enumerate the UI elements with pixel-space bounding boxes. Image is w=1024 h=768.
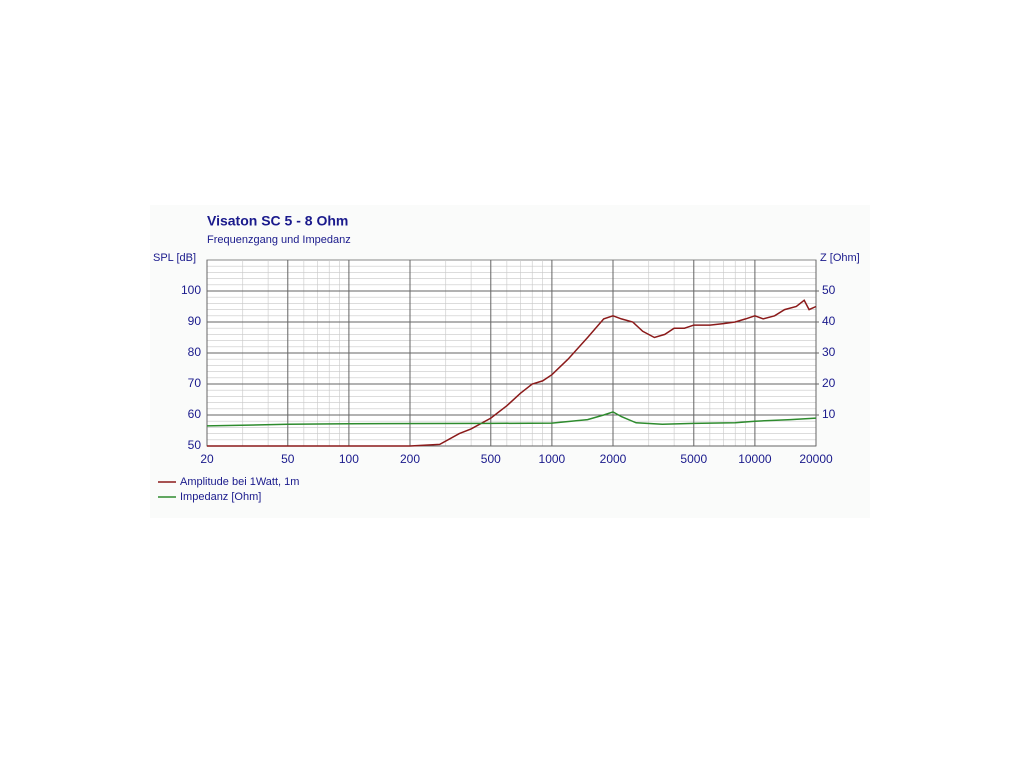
- y2-tick-label: 30: [822, 345, 836, 359]
- y2-tick-label: 20: [822, 376, 836, 390]
- x-tick-label: 2000: [600, 452, 627, 466]
- y2-tick-label: 40: [822, 314, 836, 328]
- x-tick-label: 50: [281, 452, 295, 466]
- x-tick-label: 100: [339, 452, 359, 466]
- series-line: [206, 411, 817, 427]
- y-tick-label: 90: [188, 314, 202, 328]
- series-line: [207, 299, 817, 447]
- x-tick-label: 5000: [680, 452, 707, 466]
- y-tick-label: 50: [188, 438, 202, 452]
- y-tick-label: 100: [181, 283, 201, 297]
- x-tick-label: 10000: [738, 452, 772, 466]
- y2-axis-label: Z [Ohm]: [820, 252, 860, 264]
- legend-label: Impedanz [Ohm]: [180, 491, 261, 503]
- x-tick-label: 20000: [799, 452, 833, 466]
- x-tick-label: 200: [400, 452, 420, 466]
- x-tick-label: 20: [200, 452, 214, 466]
- chart-title: Visaton SC 5 - 8 Ohm: [207, 213, 348, 229]
- y-tick-label: 60: [188, 407, 202, 421]
- y-axis-label: SPL [dB]: [153, 252, 196, 264]
- x-tick-label: 500: [481, 452, 501, 466]
- y2-tick-label: 10: [822, 407, 836, 421]
- chart-subtitle: Frequenzgang und Impedanz: [207, 234, 351, 246]
- y2-tick-label: 50: [822, 283, 836, 297]
- y-tick-label: 70: [188, 376, 202, 390]
- y-tick-label: 80: [188, 345, 202, 359]
- legend-label: Amplitude bei 1Watt, 1m: [180, 476, 299, 488]
- x-tick-label: 1000: [539, 452, 566, 466]
